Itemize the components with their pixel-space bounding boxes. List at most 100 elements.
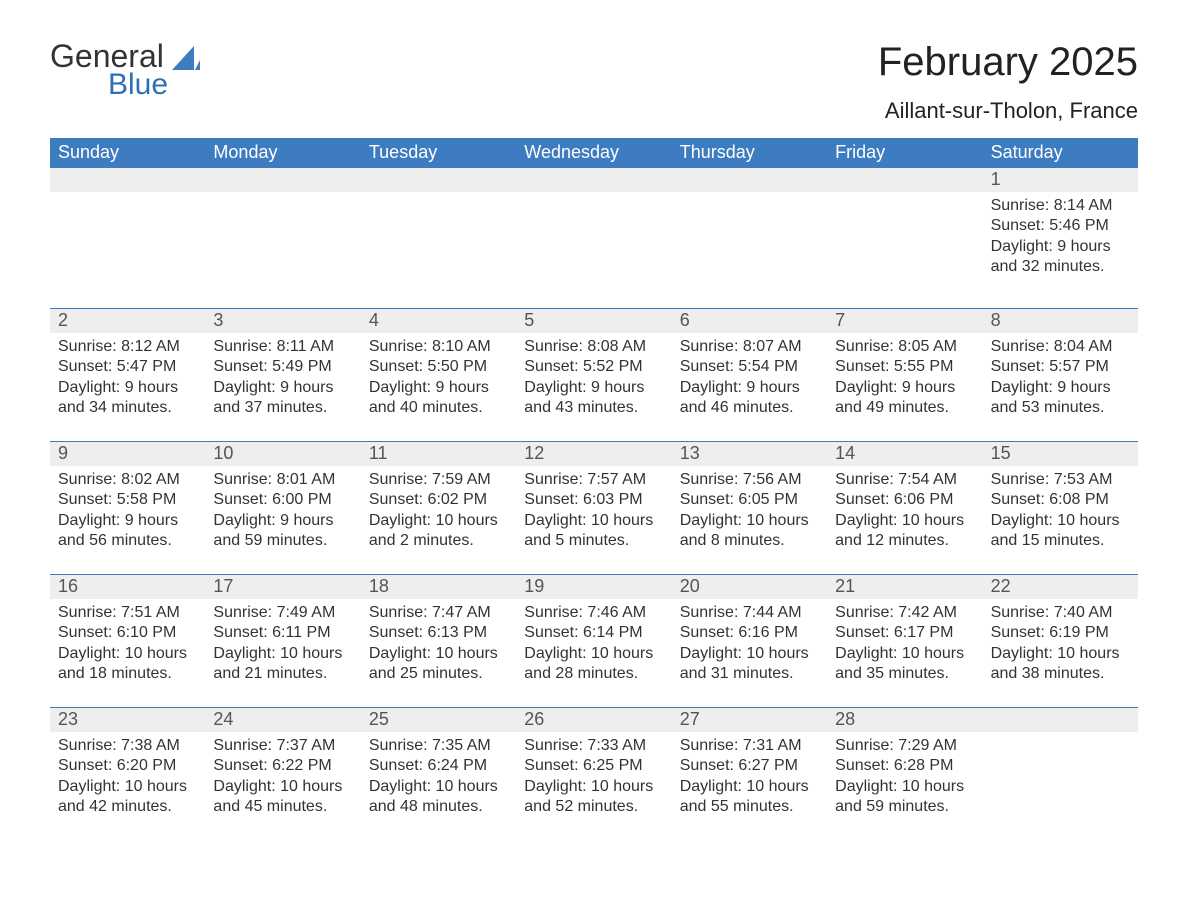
day-cell: Sunrise: 7:40 AMSunset: 6:19 PMDaylight:… [983, 599, 1138, 699]
day-number: 25 [361, 708, 516, 732]
sunrise-text: Sunrise: 7:47 AM [369, 603, 508, 623]
daylight-text: Daylight: 10 hours [835, 644, 974, 664]
day-cell: Sunrise: 8:01 AMSunset: 6:00 PMDaylight:… [205, 466, 360, 566]
daylight-text: and 35 minutes. [835, 664, 974, 684]
daylight-text: and 15 minutes. [991, 531, 1130, 551]
title-block: February 2025 Aillant-sur-Tholon, France [878, 40, 1138, 124]
weekday-header: Wednesday [516, 138, 671, 168]
week-row: 2345678Sunrise: 8:12 AMSunset: 5:47 PMDa… [50, 308, 1138, 433]
day-cell [361, 192, 516, 300]
sunset-text: Sunset: 6:08 PM [991, 490, 1130, 510]
day-number: 14 [827, 442, 982, 466]
daylight-text: Daylight: 10 hours [680, 511, 819, 531]
day-number: 16 [50, 575, 205, 599]
content-row: Sunrise: 8:14 AMSunset: 5:46 PMDaylight:… [50, 192, 1138, 300]
daylight-text: and 32 minutes. [991, 257, 1130, 277]
daylight-text: and 21 minutes. [213, 664, 352, 684]
day-number [50, 168, 205, 192]
sunrise-text: Sunrise: 7:38 AM [58, 736, 197, 756]
brand-logo: General Blue [50, 40, 200, 100]
day-cell: Sunrise: 8:11 AMSunset: 5:49 PMDaylight:… [205, 333, 360, 433]
daylight-text: and 40 minutes. [369, 398, 508, 418]
daylight-text: Daylight: 10 hours [369, 644, 508, 664]
day-number [205, 168, 360, 192]
daylight-text: Daylight: 9 hours [213, 378, 352, 398]
sunset-text: Sunset: 5:49 PM [213, 357, 352, 377]
daylight-text: and 18 minutes. [58, 664, 197, 684]
sunset-text: Sunset: 6:25 PM [524, 756, 663, 776]
daylight-text: Daylight: 10 hours [369, 511, 508, 531]
day-number: 27 [672, 708, 827, 732]
brand-text-stack: General Blue [50, 40, 168, 100]
daylight-text: Daylight: 9 hours [835, 378, 974, 398]
sunrise-text: Sunrise: 7:54 AM [835, 470, 974, 490]
day-number: 22 [983, 575, 1138, 599]
day-cell: Sunrise: 7:46 AMSunset: 6:14 PMDaylight:… [516, 599, 671, 699]
daylight-text: Daylight: 10 hours [835, 511, 974, 531]
day-number [672, 168, 827, 192]
sunset-text: Sunset: 6:22 PM [213, 756, 352, 776]
daylight-text: and 48 minutes. [369, 797, 508, 817]
daylight-text: Daylight: 10 hours [524, 511, 663, 531]
day-cell: Sunrise: 8:10 AMSunset: 5:50 PMDaylight:… [361, 333, 516, 433]
daylight-text: Daylight: 9 hours [369, 378, 508, 398]
location-text: Aillant-sur-Tholon, France [878, 98, 1138, 124]
day-cell: Sunrise: 7:49 AMSunset: 6:11 PMDaylight:… [205, 599, 360, 699]
sunrise-text: Sunrise: 7:49 AM [213, 603, 352, 623]
day-number: 8 [983, 309, 1138, 333]
sunrise-text: Sunrise: 8:08 AM [524, 337, 663, 357]
day-cell [672, 192, 827, 300]
day-number: 18 [361, 575, 516, 599]
daylight-text: Daylight: 9 hours [524, 378, 663, 398]
daylight-text: and 31 minutes. [680, 664, 819, 684]
sunset-text: Sunset: 5:57 PM [991, 357, 1130, 377]
daylight-text: Daylight: 9 hours [58, 511, 197, 531]
weekday-header: Sunday [50, 138, 205, 168]
daylight-text: Daylight: 10 hours [213, 644, 352, 664]
sunset-text: Sunset: 6:05 PM [680, 490, 819, 510]
day-cell: Sunrise: 7:51 AMSunset: 6:10 PMDaylight:… [50, 599, 205, 699]
week-row: 1Sunrise: 8:14 AMSunset: 5:46 PMDaylight… [50, 168, 1138, 300]
sunset-text: Sunset: 6:24 PM [369, 756, 508, 776]
day-cell: Sunrise: 7:57 AMSunset: 6:03 PMDaylight:… [516, 466, 671, 566]
daylight-text: Daylight: 10 hours [213, 777, 352, 797]
sunset-text: Sunset: 5:50 PM [369, 357, 508, 377]
daylight-text: and 2 minutes. [369, 531, 508, 551]
daylight-text: and 59 minutes. [213, 531, 352, 551]
daylight-text: and 28 minutes. [524, 664, 663, 684]
sunset-text: Sunset: 6:00 PM [213, 490, 352, 510]
day-number: 3 [205, 309, 360, 333]
day-cell: Sunrise: 7:47 AMSunset: 6:13 PMDaylight:… [361, 599, 516, 699]
sunrise-text: Sunrise: 7:51 AM [58, 603, 197, 623]
daylight-text: and 56 minutes. [58, 531, 197, 551]
weekday-header: Monday [205, 138, 360, 168]
day-cell: Sunrise: 7:44 AMSunset: 6:16 PMDaylight:… [672, 599, 827, 699]
day-cell: Sunrise: 8:14 AMSunset: 5:46 PMDaylight:… [983, 192, 1138, 300]
daylight-text: and 49 minutes. [835, 398, 974, 418]
day-cell: Sunrise: 8:07 AMSunset: 5:54 PMDaylight:… [672, 333, 827, 433]
sunset-text: Sunset: 6:28 PM [835, 756, 974, 776]
header-row: General Blue February 2025 Aillant-sur-T… [50, 40, 1138, 124]
sunrise-text: Sunrise: 7:35 AM [369, 736, 508, 756]
daylight-text: Daylight: 10 hours [991, 644, 1130, 664]
day-cell: Sunrise: 7:54 AMSunset: 6:06 PMDaylight:… [827, 466, 982, 566]
day-number: 15 [983, 442, 1138, 466]
sail-icon [172, 46, 200, 72]
daylight-text: and 8 minutes. [680, 531, 819, 551]
brand-word2: Blue [108, 70, 168, 100]
sunset-text: Sunset: 6:10 PM [58, 623, 197, 643]
daylight-text: Daylight: 10 hours [58, 777, 197, 797]
daylight-text: Daylight: 9 hours [991, 237, 1130, 257]
weekday-header: Tuesday [361, 138, 516, 168]
sunrise-text: Sunrise: 8:02 AM [58, 470, 197, 490]
day-cell [50, 192, 205, 300]
sunset-text: Sunset: 6:27 PM [680, 756, 819, 776]
day-number: 6 [672, 309, 827, 333]
daylight-text: Daylight: 10 hours [58, 644, 197, 664]
daylight-text: and 46 minutes. [680, 398, 819, 418]
sunrise-text: Sunrise: 7:53 AM [991, 470, 1130, 490]
day-number: 5 [516, 309, 671, 333]
weekday-header: Friday [827, 138, 982, 168]
sunrise-text: Sunrise: 7:56 AM [680, 470, 819, 490]
day-number: 9 [50, 442, 205, 466]
